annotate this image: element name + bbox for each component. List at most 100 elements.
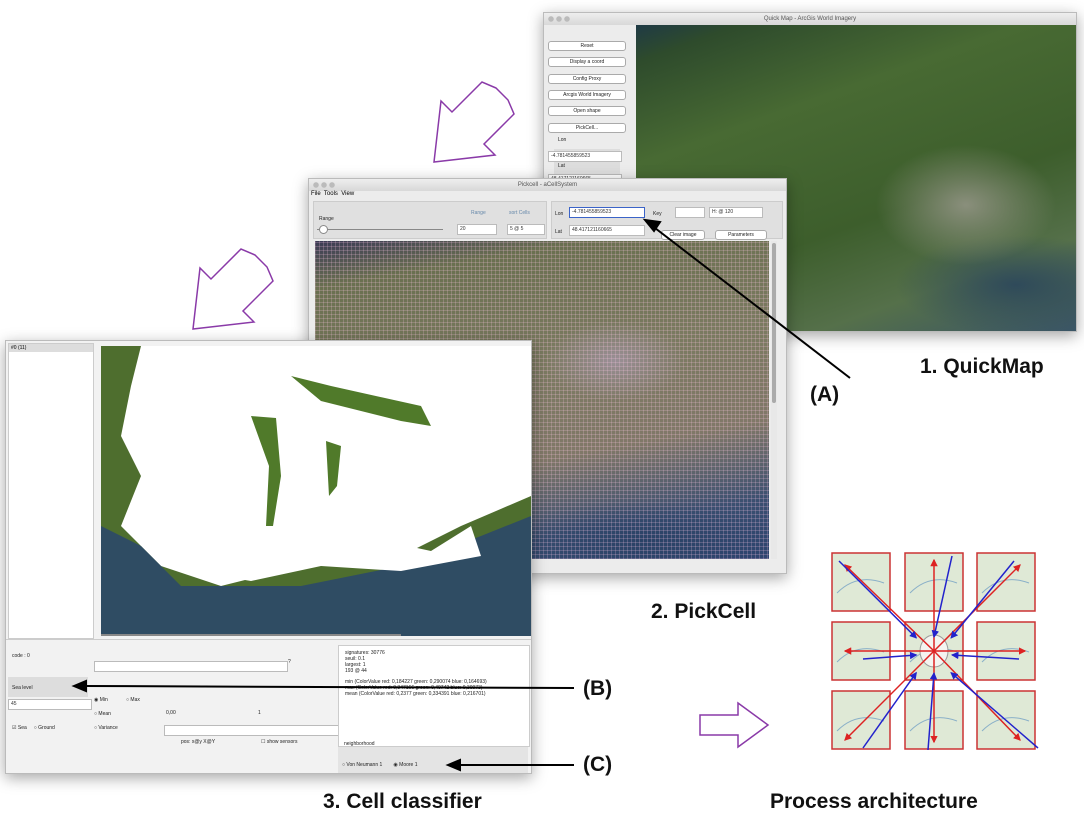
stat-option[interactable]: ◉ Min — [94, 697, 108, 703]
pointer-label: (B) — [583, 677, 613, 700]
button[interactable]: Reset — [548, 41, 626, 51]
button[interactable]: PickCell... — [548, 123, 626, 133]
contour — [836, 717, 885, 732]
sea — [101, 516, 531, 636]
lat-label: Lat — [555, 229, 562, 235]
stat-label: Mean — [98, 711, 111, 717]
flow-arrow — [699, 701, 770, 749]
scrollbar[interactable] — [771, 241, 777, 559]
menu-item[interactable]: View — [341, 191, 355, 197]
range-min: 0,00 — [166, 710, 176, 716]
classifier-window: #0 (11) code : 0 ? Sea level 45 ◉ Min ○ M… — [5, 340, 532, 774]
neighbor-option[interactable]: Moore 1 — [399, 762, 418, 768]
code-label: code : 0 — [12, 653, 30, 659]
flow-arrow — [433, 81, 515, 163]
inward-arrow — [931, 555, 953, 639]
inward-arrow — [950, 560, 1015, 639]
class-option[interactable]: Ground — [38, 725, 55, 731]
title-bar: Quick Map - ArcGis World Imagery — [544, 13, 1076, 25]
stat-label: Max — [130, 697, 140, 703]
window-title: Quick Map - ArcGis World Imagery — [763, 16, 857, 22]
sea-level-panel — [8, 677, 88, 697]
lon-value: -4.781455859523 — [548, 151, 622, 162]
list-item[interactable]: #0 (11) — [9, 344, 93, 352]
info-line: seuil: 0.1 — [345, 656, 366, 662]
range-max: 1 — [258, 710, 261, 716]
range-header: Range — [471, 210, 486, 216]
key-value[interactable] — [675, 207, 705, 218]
class-options: ☑ Sea ○ Ground — [12, 725, 55, 731]
lon-label: Lon — [558, 137, 567, 143]
caption: 2. PickCell — [651, 600, 757, 623]
button[interactable]: Open shape — [548, 106, 626, 116]
sea-level-label: Sea level — [12, 685, 33, 691]
outward-arrow — [844, 650, 935, 741]
flow-arrows — [192, 81, 770, 749]
neighborhood-panel — [338, 747, 528, 773]
h-scrollbar[interactable] — [101, 634, 401, 636]
size-value[interactable]: H: @ 120 — [709, 207, 763, 218]
land-strip — [251, 376, 431, 526]
lat-label: Lat — [558, 163, 565, 169]
lon-value[interactable]: -4.781455859523 — [569, 207, 645, 218]
menu-item[interactable]: Tools — [323, 191, 338, 197]
button[interactable]: Display a coord — [548, 57, 626, 67]
contour — [909, 579, 958, 594]
sensor-check[interactable]: ☐ show sensors — [261, 739, 298, 745]
pos-label: pos: x@y X@Y — [181, 739, 216, 745]
menu-item[interactable]: File — [311, 191, 321, 197]
class-option[interactable]: Sea — [17, 725, 27, 731]
inward-arrow — [862, 671, 917, 749]
button[interactable]: Clear image — [661, 230, 705, 240]
arrowhead — [642, 218, 662, 233]
caption: 3. Cell classifier — [323, 790, 482, 813]
pointer-b — [83, 685, 575, 689]
title-bar: Pickcell - aCellSystem — [309, 179, 786, 191]
info-line: signatures: 30776 — [345, 650, 385, 656]
outward-arrow — [933, 564, 1021, 652]
color-line: mean (ColorValue red: 0,2377 green: 0,33… — [345, 691, 486, 697]
cells-value[interactable]: 5 @ 5 — [507, 224, 545, 235]
outward-arrow — [844, 564, 935, 652]
neighbor-option[interactable]: Von Neumann 1 — [346, 762, 383, 768]
stat-option[interactable]: ○ Variance — [94, 725, 118, 731]
inward-arrow — [838, 560, 918, 639]
inward-arrow — [927, 671, 938, 751]
code-field — [94, 661, 288, 672]
contour — [909, 717, 958, 732]
caption: 1. QuickMap — [920, 355, 1044, 378]
button[interactable]: Config Proxy — [548, 74, 626, 84]
classified-map — [101, 346, 531, 636]
neighborhood-label: neighborhood — [344, 741, 375, 747]
pointer-label: (A) — [810, 383, 840, 406]
caption: Process architecture — [770, 790, 978, 813]
button[interactable]: Arcgis World Imagery — [548, 90, 626, 100]
color-line: min (ColorValue red: 0,184227 green: 0,2… — [345, 679, 487, 685]
arrowhead — [71, 679, 87, 693]
button[interactable]: Parameters — [715, 230, 767, 240]
key-label: Key — [653, 211, 662, 217]
masked-area — [131, 391, 481, 581]
sea-level-value[interactable]: 45 — [8, 699, 92, 710]
menu-bar: File Tools View — [311, 191, 354, 197]
info-line: 193 @ 44 — [345, 668, 367, 674]
architecture-diagram — [831, 552, 1039, 751]
range-value[interactable]: 20 — [457, 224, 497, 235]
neighbor-options: ○ Von Neumann 1 ◉ Moore 1 — [342, 762, 418, 768]
slider[interactable] — [317, 229, 443, 230]
slider-thumb[interactable] — [319, 225, 328, 234]
sensor-label: show sensors — [266, 739, 298, 745]
flow-arrow — [192, 248, 274, 330]
stat-option[interactable]: ○ Max — [126, 697, 140, 703]
stat-option[interactable]: ○ Mean — [94, 711, 111, 717]
class-list: #0 (11) — [8, 343, 94, 639]
stat-label: Variance — [98, 725, 118, 731]
stat-label: Min — [99, 697, 108, 703]
help-label: ? — [288, 659, 291, 665]
inward-arrow — [950, 671, 1039, 749]
inward-arrow — [950, 651, 1020, 660]
lat-value[interactable]: 48.417121160665 — [569, 225, 645, 236]
range-label: Range — [319, 216, 334, 222]
